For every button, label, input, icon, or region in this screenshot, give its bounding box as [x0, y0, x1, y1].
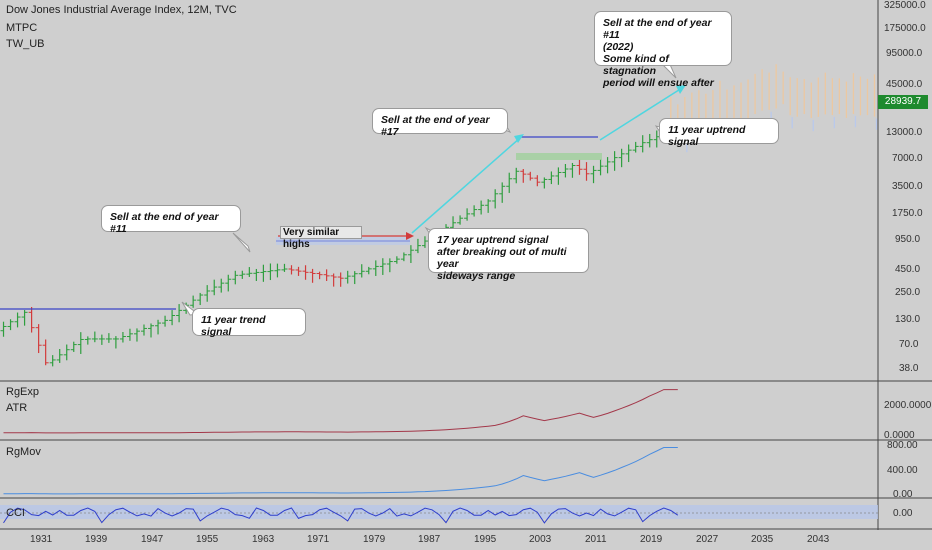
- note-sell-11-second-line-1: Sell at the end of year #11: [603, 17, 712, 41]
- uptrend-line-11: [599, 87, 683, 141]
- uptrend-line-17: [411, 137, 521, 234]
- time-tick: 1947: [141, 534, 164, 545]
- time-tick: 1971: [307, 534, 330, 545]
- rgexp-label: RgExp: [6, 386, 40, 398]
- atr-label: ATR: [6, 402, 28, 414]
- note-uptrend-17: 17 year uptrend signal after breaking ou…: [428, 228, 589, 282]
- price-tick: 1750.0: [892, 208, 923, 219]
- indicator-label-mtpc: MTPC: [6, 22, 38, 34]
- price-tick: 95000.0: [886, 48, 923, 59]
- price-tick: 70.0: [899, 339, 919, 350]
- rgexp-tick: 0.0000: [884, 430, 915, 441]
- indicator-label-twub: TW_UB: [6, 38, 45, 50]
- rgexp-tick: 2000.0000: [884, 400, 932, 411]
- rgmov-tick: 800.00: [887, 440, 918, 451]
- range-box: [276, 237, 410, 245]
- time-tick: 1963: [252, 534, 275, 545]
- note-sell-11-second-line-4: period will ensue after: [603, 77, 714, 89]
- time-tick: 1955: [196, 534, 219, 545]
- price-tick: 450.0: [895, 264, 921, 275]
- price-tick: 3500.0: [892, 181, 923, 192]
- note-uptrend-17-line-3: sideways range: [437, 270, 516, 282]
- time-tick: 1931: [30, 534, 53, 545]
- price-tick: 250.0: [895, 287, 921, 298]
- rgmov-label: RgMov: [6, 446, 41, 458]
- cci-band: [0, 505, 878, 519]
- uptrend-arrow-11: [676, 85, 686, 94]
- cci-label: CCI: [6, 507, 25, 519]
- time-tick: 1995: [474, 534, 497, 545]
- current-price-tag: 28939.7: [878, 95, 928, 109]
- price-tick: 175000.0: [884, 23, 926, 34]
- callout-pointer: [232, 232, 251, 253]
- cci-series-line: [3, 507, 679, 524]
- time-tick: 2011: [585, 534, 607, 545]
- cci-tick: 0.00: [893, 508, 913, 519]
- price-tick: 130.0: [895, 314, 921, 325]
- time-tick: 1979: [363, 534, 386, 545]
- note-sell-11-second: Sell at the end of year #11 (2022) Some …: [594, 11, 732, 89]
- price-tick: 7000.0: [892, 153, 923, 164]
- note-sell-11-first: Sell at the end of year #11: [101, 205, 241, 235]
- time-tick: 2043: [807, 534, 830, 545]
- time-tick: 2027: [696, 534, 719, 545]
- note-sell-11-second-line-2: (2022): [603, 41, 634, 53]
- note-sell-17: Sell at the end of year #17: [372, 108, 508, 138]
- time-tick: 2003: [529, 534, 552, 545]
- price-tick: 13000.0: [886, 127, 923, 138]
- note-trend-signal-11: 11 year trend signal: [192, 308, 306, 338]
- time-tick: 2019: [640, 534, 663, 545]
- rgmov-tick: 400.00: [887, 465, 918, 476]
- price-tick: 950.0: [895, 234, 921, 245]
- price-tick: 38.0: [899, 363, 919, 374]
- similar-highs-arrow: [406, 232, 414, 240]
- rgexp-series-line: [3, 389, 678, 434]
- range-box-green: [516, 153, 602, 160]
- note-uptrend-17-line-2: after breaking out of multi year: [437, 246, 567, 270]
- time-tick: 1939: [85, 534, 108, 545]
- chart-title: Dow Jones Industrial Average Index, 12M,…: [6, 4, 237, 16]
- uptrend-arrow-17: [514, 134, 524, 143]
- price-tick: 325000.0: [884, 0, 926, 11]
- note-uptrend-17-line-1: 17 year uptrend signal: [437, 234, 549, 246]
- time-tick: 1987: [418, 534, 441, 545]
- note-sell-11-second-line-3: Some kind of stagnation: [603, 53, 669, 77]
- rgmov-series-line: [3, 447, 678, 495]
- note-very-similar-highs: Very similar highs: [280, 226, 362, 250]
- rgmov-tick: 0.00: [893, 489, 913, 500]
- price-tick: 45000.0: [886, 79, 923, 90]
- time-tick: 2035: [751, 534, 774, 545]
- note-uptrend-11: 11 year uptrend signal: [659, 118, 779, 148]
